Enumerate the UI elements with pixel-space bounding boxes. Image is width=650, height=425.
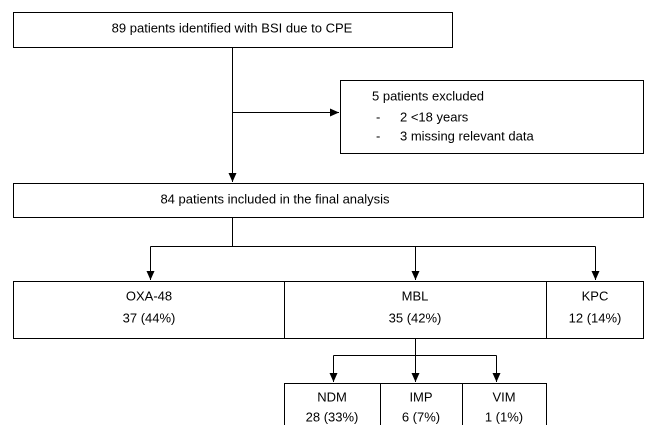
bullet: - [376, 109, 380, 124]
subgroup-count: 6 (7%) [402, 409, 440, 424]
subgroup-name: VIM [492, 389, 515, 404]
included-text: 84 patients included in the final analys… [160, 191, 390, 206]
subgroup-count: 28 (33%) [306, 409, 359, 424]
group-name: MBL [402, 288, 429, 303]
included-box [13, 183, 644, 218]
group-count: 37 (44%) [123, 310, 176, 325]
group-name: KPC [582, 288, 609, 303]
excluded-item: 2 <18 years [400, 109, 469, 124]
excluded-title: 5 patients excluded [372, 88, 484, 103]
excluded-box [340, 80, 644, 154]
subgroup-name: NDM [317, 389, 347, 404]
subgroup-count: 1 (1%) [485, 409, 523, 424]
group-count: 12 (14%) [569, 310, 622, 325]
group-name: OXA-48 [126, 288, 172, 303]
subgroup-name: IMP [409, 389, 432, 404]
group-box [13, 281, 285, 339]
identified-box [13, 12, 453, 48]
group-box [546, 281, 644, 339]
subgroup-box [462, 383, 547, 425]
excluded-item: 3 missing relevant data [400, 128, 534, 143]
bullet: - [376, 128, 380, 143]
identified-text: 89 patients identified with BSI due to C… [112, 20, 353, 35]
group-box [284, 281, 547, 339]
group-count: 35 (42%) [389, 310, 442, 325]
